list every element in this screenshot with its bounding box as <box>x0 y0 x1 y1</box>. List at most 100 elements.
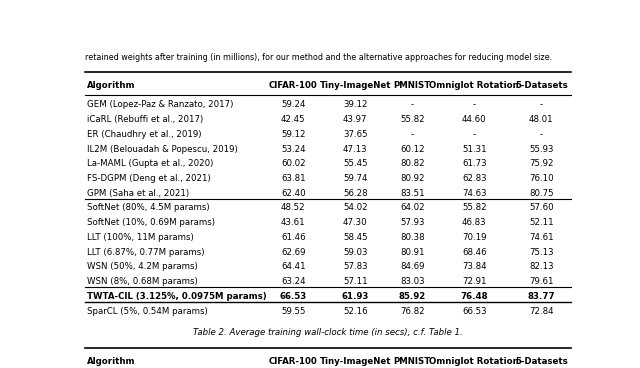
Text: 55.82: 55.82 <box>462 204 486 212</box>
Text: 51.31: 51.31 <box>462 145 486 153</box>
Text: 63.24: 63.24 <box>281 277 305 286</box>
Text: 46.83: 46.83 <box>462 218 486 227</box>
Text: 39.12: 39.12 <box>343 100 367 109</box>
Text: SoftNet (80%, 4.5M params): SoftNet (80%, 4.5M params) <box>88 204 210 212</box>
Text: 57.60: 57.60 <box>529 204 554 212</box>
Text: 47.30: 47.30 <box>343 218 367 227</box>
Text: 48.52: 48.52 <box>281 204 305 212</box>
Text: 75.13: 75.13 <box>529 248 554 256</box>
Text: LLT (6.87%, 0.77M params): LLT (6.87%, 0.77M params) <box>88 248 205 256</box>
Text: 84.69: 84.69 <box>400 262 424 271</box>
Text: 62.40: 62.40 <box>281 189 305 198</box>
Text: -: - <box>411 130 414 139</box>
Text: Tiny-ImageNet: Tiny-ImageNet <box>319 357 391 366</box>
Text: 53.24: 53.24 <box>281 145 305 153</box>
Text: 55.82: 55.82 <box>400 115 424 124</box>
Text: 37.65: 37.65 <box>343 130 367 139</box>
Text: 73.84: 73.84 <box>462 262 486 271</box>
Text: CIFAR-100: CIFAR-100 <box>269 81 317 90</box>
Text: 80.38: 80.38 <box>400 233 424 242</box>
Text: WSN (50%, 4.2M params): WSN (50%, 4.2M params) <box>88 262 198 271</box>
Text: -: - <box>411 100 414 109</box>
Text: 44.60: 44.60 <box>462 115 486 124</box>
Text: Algorithm: Algorithm <box>88 81 136 90</box>
Text: 57.93: 57.93 <box>400 218 424 227</box>
Text: 75.92: 75.92 <box>529 159 554 168</box>
Text: 68.46: 68.46 <box>462 248 486 256</box>
Text: 83.51: 83.51 <box>400 189 424 198</box>
Text: 42.45: 42.45 <box>281 115 305 124</box>
Text: -: - <box>473 130 476 139</box>
Text: 58.45: 58.45 <box>343 233 367 242</box>
Text: 83.77: 83.77 <box>527 292 555 301</box>
Text: 55.45: 55.45 <box>343 159 367 168</box>
Text: 60.02: 60.02 <box>281 159 305 168</box>
Text: 83.03: 83.03 <box>400 277 424 286</box>
Text: 72.84: 72.84 <box>529 307 554 316</box>
Text: LLT (100%, 11M params): LLT (100%, 11M params) <box>88 233 194 242</box>
Text: 76.10: 76.10 <box>529 174 554 183</box>
Text: PMNIST: PMNIST <box>394 81 431 90</box>
Text: 64.02: 64.02 <box>400 204 424 212</box>
Text: 74.63: 74.63 <box>462 189 486 198</box>
Text: Tiny-ImageNet: Tiny-ImageNet <box>319 81 391 90</box>
Text: 57.11: 57.11 <box>343 277 367 286</box>
Text: 61.93: 61.93 <box>342 292 369 301</box>
Text: SparCL (5%, 0.54M params): SparCL (5%, 0.54M params) <box>88 307 208 316</box>
Text: -: - <box>473 100 476 109</box>
Text: 60.12: 60.12 <box>400 145 424 153</box>
Text: Algorithm: Algorithm <box>88 357 136 366</box>
Text: 43.61: 43.61 <box>281 218 305 227</box>
Text: FS-DGPM (Deng et al., 2021): FS-DGPM (Deng et al., 2021) <box>88 174 211 183</box>
Text: 74.61: 74.61 <box>529 233 554 242</box>
Text: 82.13: 82.13 <box>529 262 554 271</box>
Text: 63.81: 63.81 <box>281 174 305 183</box>
Text: 5-Datasets: 5-Datasets <box>515 357 568 366</box>
Text: 59.12: 59.12 <box>281 130 305 139</box>
Text: SoftNet (10%, 0.69M params): SoftNet (10%, 0.69M params) <box>88 218 216 227</box>
Text: CIFAR-100: CIFAR-100 <box>269 357 317 366</box>
Text: 85.92: 85.92 <box>399 292 426 301</box>
Text: 80.91: 80.91 <box>400 248 424 256</box>
Text: 52.16: 52.16 <box>343 307 367 316</box>
Text: La-MAML (Gupta et al., 2020): La-MAML (Gupta et al., 2020) <box>88 159 214 168</box>
Text: PMNIST: PMNIST <box>394 357 431 366</box>
Text: 59.55: 59.55 <box>281 307 305 316</box>
Text: 57.83: 57.83 <box>343 262 367 271</box>
Text: 80.92: 80.92 <box>400 174 424 183</box>
Text: 64.41: 64.41 <box>281 262 305 271</box>
Text: WSN (8%, 0.68M params): WSN (8%, 0.68M params) <box>88 277 198 286</box>
Text: 79.61: 79.61 <box>529 277 554 286</box>
Text: 55.93: 55.93 <box>529 145 554 153</box>
Text: Omniglot Rotation: Omniglot Rotation <box>429 357 519 366</box>
Text: 5-Datasets: 5-Datasets <box>515 81 568 90</box>
Text: 70.19: 70.19 <box>462 233 486 242</box>
Text: 72.91: 72.91 <box>462 277 486 286</box>
Text: 62.69: 62.69 <box>281 248 305 256</box>
Text: 61.73: 61.73 <box>462 159 486 168</box>
Text: 66.53: 66.53 <box>280 292 307 301</box>
Text: 59.74: 59.74 <box>343 174 367 183</box>
Text: 80.82: 80.82 <box>400 159 424 168</box>
Text: GPM (Saha et al., 2021): GPM (Saha et al., 2021) <box>88 189 189 198</box>
Text: 47.13: 47.13 <box>343 145 367 153</box>
Text: 52.11: 52.11 <box>529 218 554 227</box>
Text: -: - <box>540 100 543 109</box>
Text: IL2M (Belouadah & Popescu, 2019): IL2M (Belouadah & Popescu, 2019) <box>88 145 238 153</box>
Text: 54.02: 54.02 <box>343 204 367 212</box>
Text: 76.82: 76.82 <box>400 307 424 316</box>
Text: 43.97: 43.97 <box>343 115 367 124</box>
Text: 66.53: 66.53 <box>462 307 486 316</box>
Text: 48.01: 48.01 <box>529 115 554 124</box>
Text: 59.03: 59.03 <box>343 248 367 256</box>
Text: Table 2. Average training wall-clock time (in secs), c.f. Table 1.: Table 2. Average training wall-clock tim… <box>193 328 463 337</box>
Text: Omniglot Rotation: Omniglot Rotation <box>429 81 519 90</box>
Text: 56.28: 56.28 <box>343 189 367 198</box>
Text: ER (Chaudhry et al., 2019): ER (Chaudhry et al., 2019) <box>88 130 202 139</box>
Text: GEM (Lopez-Paz & Ranzato, 2017): GEM (Lopez-Paz & Ranzato, 2017) <box>88 100 234 109</box>
Text: retained weights after training (in millions), for our method and the alternativ: retained weights after training (in mill… <box>85 53 552 62</box>
Text: -: - <box>540 130 543 139</box>
Text: TWTA-CIL (3.125%, 0.0975M params): TWTA-CIL (3.125%, 0.0975M params) <box>88 292 267 301</box>
Text: 80.75: 80.75 <box>529 189 554 198</box>
Text: 61.46: 61.46 <box>281 233 305 242</box>
